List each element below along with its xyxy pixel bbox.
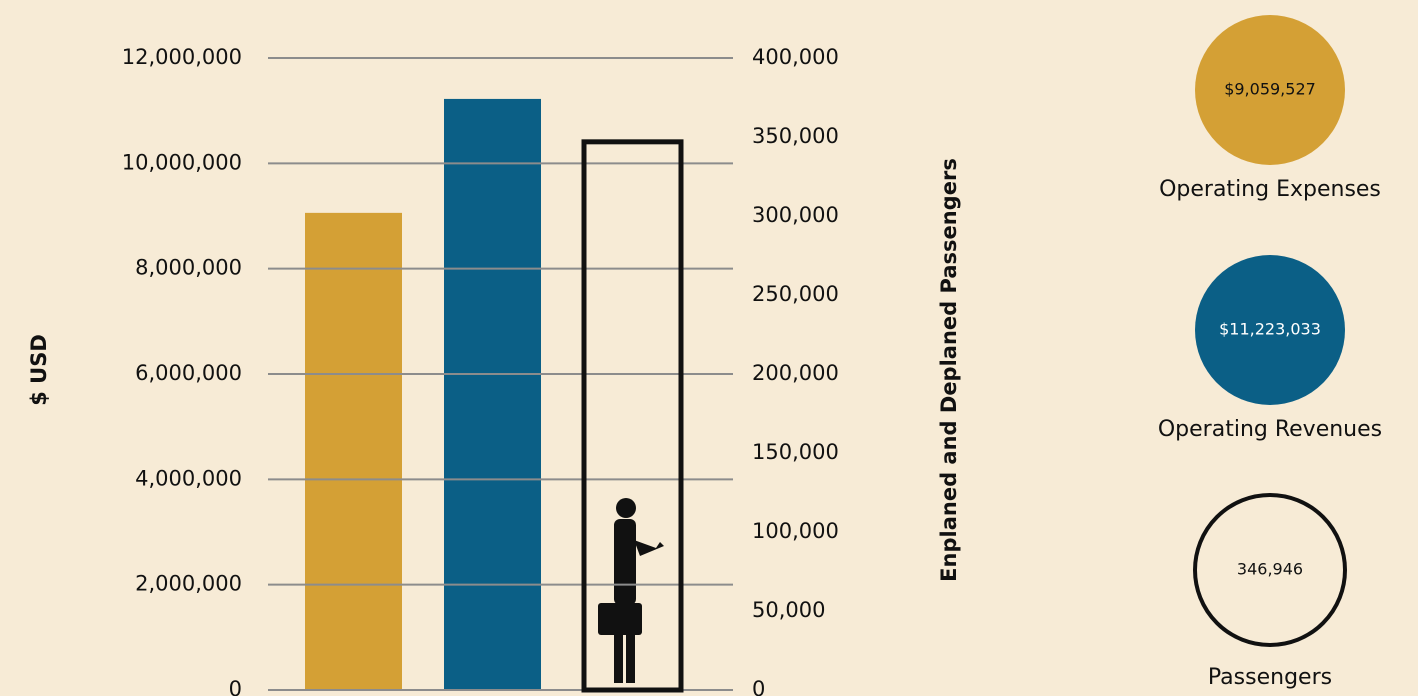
value-label: $9,059,527	[1224, 80, 1316, 99]
y-tick-label: 8,000,000	[135, 256, 242, 280]
value-label: $11,223,033	[1219, 320, 1321, 339]
person-silhouette	[598, 498, 664, 683]
y2-tick-label: 400,000	[752, 45, 839, 69]
value-label: 346,946	[1237, 560, 1303, 579]
y2-tick-label: 0	[752, 677, 765, 696]
legend-bubble	[1195, 15, 1345, 165]
y-tick-label: 0	[229, 677, 242, 696]
legend-label: Operating Expenses	[1159, 177, 1381, 202]
bar	[305, 212, 402, 690]
legend-bubble	[1193, 493, 1347, 647]
bar	[581, 139, 684, 693]
y2-axis-title: Enplaned and Deplaned Passengers	[937, 158, 961, 582]
legend-label: Operating Revenues	[1158, 417, 1382, 442]
y-tick-label: 6,000,000	[135, 361, 242, 385]
y-axis-title: $ USD	[27, 334, 51, 406]
y2-tick-label: 300,000	[752, 203, 839, 227]
legend-label: Passengers	[1208, 665, 1332, 690]
legend-bubble	[1195, 255, 1345, 405]
y-tick-label: 2,000,000	[135, 572, 242, 596]
bar	[444, 98, 541, 690]
y2-tick-label: 100,000	[752, 519, 839, 543]
y2-tick-label: 150,000	[752, 440, 839, 464]
y2-tick-label: 200,000	[752, 361, 839, 385]
y2-tick-label: 250,000	[752, 282, 839, 306]
y-tick-label: 10,000,000	[122, 150, 242, 174]
y-tick-label: 4,000,000	[135, 466, 242, 490]
y-tick-label: 12,000,000	[122, 45, 242, 69]
y2-tick-label: 50,000	[752, 598, 825, 622]
y2-tick-label: 350,000	[752, 124, 839, 148]
